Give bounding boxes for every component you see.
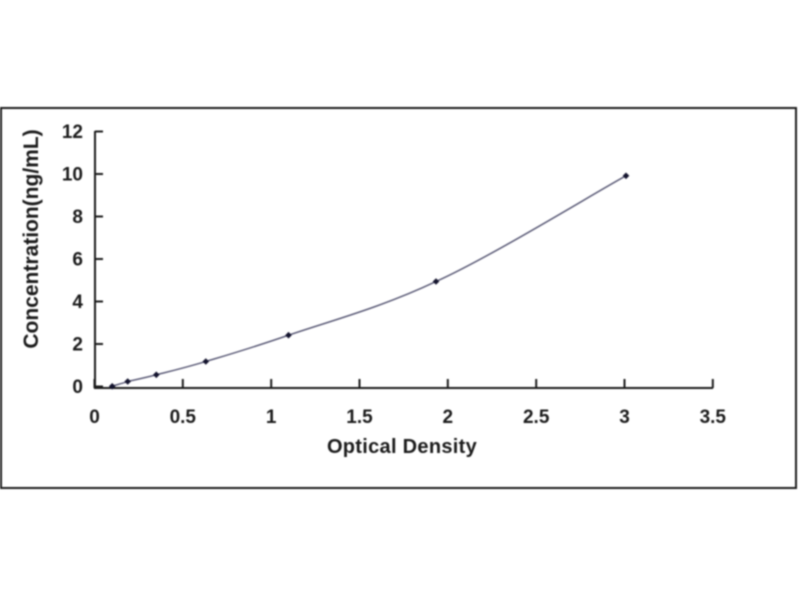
svg-text:12: 12 bbox=[62, 122, 83, 143]
svg-text:4: 4 bbox=[72, 292, 83, 313]
svg-text:6: 6 bbox=[72, 250, 83, 271]
svg-text:8: 8 bbox=[72, 207, 83, 228]
svg-text:Concentration(ng/mL): Concentration(ng/mL) bbox=[20, 129, 43, 348]
svg-text:3.5: 3.5 bbox=[700, 407, 727, 428]
svg-text:1.5: 1.5 bbox=[346, 407, 373, 428]
svg-text:2: 2 bbox=[443, 407, 454, 428]
svg-text:0: 0 bbox=[72, 377, 83, 398]
svg-text:10: 10 bbox=[62, 165, 83, 186]
svg-text:1: 1 bbox=[266, 407, 277, 428]
svg-text:0: 0 bbox=[89, 407, 100, 428]
svg-text:0.5: 0.5 bbox=[170, 407, 197, 428]
svg-text:3: 3 bbox=[619, 407, 630, 428]
svg-text:2.5: 2.5 bbox=[523, 407, 550, 428]
svg-text:Optical Density: Optical Density bbox=[327, 436, 478, 458]
svg-text:2: 2 bbox=[72, 335, 83, 356]
